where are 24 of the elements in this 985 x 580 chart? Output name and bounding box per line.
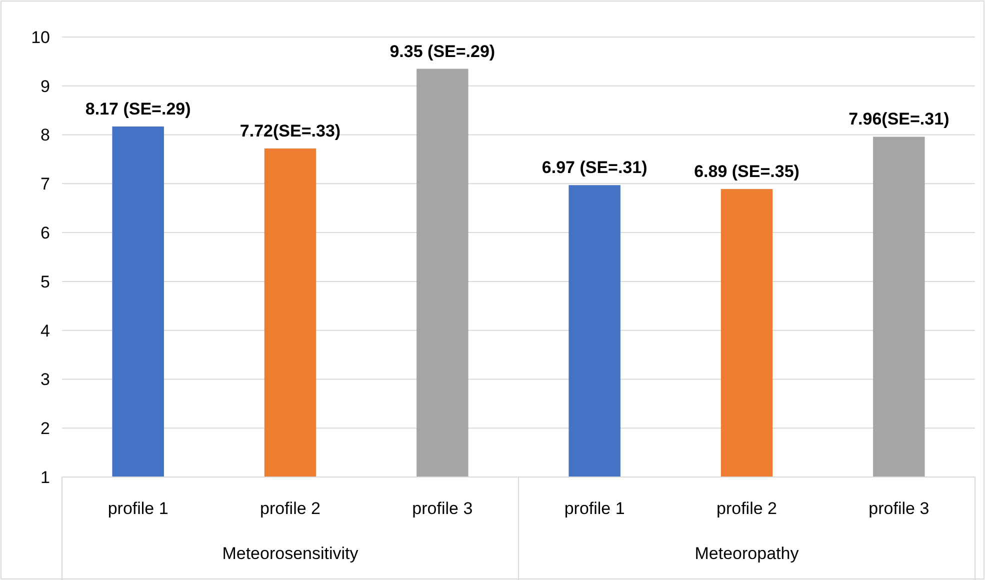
- data-label: 9.35 (SE=.29): [390, 42, 496, 61]
- y-tick-label: 9: [40, 76, 50, 96]
- x-tick-label: profile 1: [108, 499, 168, 518]
- y-tick-label: 10: [31, 28, 50, 47]
- data-label: 6.97 (SE=.31): [542, 158, 648, 178]
- y-tick-label: 2: [40, 419, 50, 438]
- text: Meteorosensitivity: [222, 544, 359, 563]
- data-label: 7.72(SE=.33): [240, 121, 341, 140]
- x-tick-label: profile 2: [260, 499, 320, 518]
- x-tick-label: profile 2: [716, 499, 777, 518]
- y-tick-label: 7: [40, 174, 50, 194]
- y-tick-label: 4: [40, 321, 50, 340]
- y-tick-label: 5: [40, 272, 50, 292]
- x-tick-label: profile 3: [868, 499, 930, 518]
- y-tick-label: 8: [40, 126, 50, 145]
- data-label: 7.96(SE=.31): [848, 110, 950, 129]
- x-tick-label: profile 3: [412, 499, 473, 518]
- x-tick-label: profile 1: [564, 499, 625, 518]
- y-tick-label: 1: [40, 468, 50, 487]
- text: Meteoropathy: [694, 544, 800, 563]
- y-tick-label: 3: [40, 370, 50, 390]
- data-label: 8.17 (SE=.29): [85, 99, 191, 118]
- data-label: 6.89 (SE=.35): [694, 162, 800, 182]
- y-tick-label: 6: [40, 224, 50, 243]
